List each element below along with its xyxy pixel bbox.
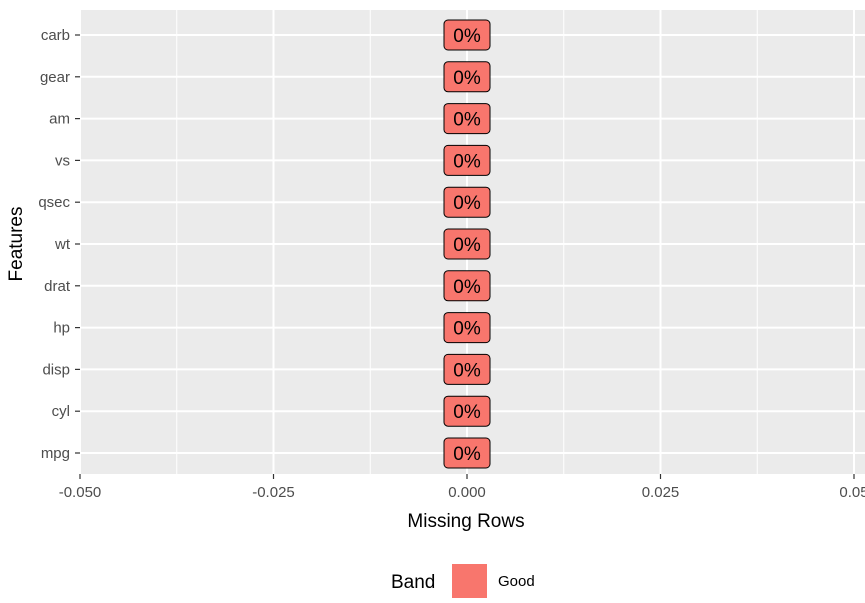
x-axis-title: Missing Rows — [407, 511, 524, 532]
data-label-box — [443, 395, 491, 427]
data-label-text: 0% — [453, 277, 481, 298]
y-tick-label: disp — [42, 361, 70, 378]
data-label-box — [443, 312, 491, 344]
legend-key-good — [452, 564, 487, 598]
data-label-text: 0% — [453, 444, 481, 465]
y-tick-label: wt — [54, 236, 71, 253]
data-label-text: 0% — [453, 151, 481, 172]
x-tick-label: -0.050 — [59, 484, 102, 501]
y-tick-label: drat — [44, 278, 71, 295]
data-label-text: 0% — [453, 68, 481, 89]
y-tick-label: mpg — [41, 445, 70, 462]
data-label: 0% — [443, 61, 491, 93]
data-label: 0% — [443, 437, 491, 469]
y-tick-label: cyl — [52, 403, 70, 420]
y-tick-label: qsec — [38, 194, 70, 211]
data-label-box — [443, 437, 491, 469]
y-tick-label: vs — [55, 152, 70, 169]
data-label-text: 0% — [453, 26, 481, 47]
data-label-box — [443, 61, 491, 93]
data-label-text: 0% — [453, 402, 481, 423]
x-tick-label: 0.05 — [839, 484, 865, 501]
y-tick-label: carb — [41, 27, 70, 44]
data-label-text: 0% — [453, 193, 481, 214]
data-label-box — [443, 270, 491, 302]
y-tick-label: gear — [40, 69, 70, 86]
x-tick-label: 0.000 — [448, 484, 486, 501]
data-label-text: 0% — [453, 360, 481, 381]
x-axis: -0.050 -0.025 0.000 0.025 0.05 — [59, 474, 865, 501]
data-label-box — [443, 186, 491, 218]
legend-title: Band — [391, 572, 435, 593]
data-label: 0% — [443, 186, 491, 218]
bar-marks: 0% 0% 0% 0% 0% 0% 0% 0% 0% 0% 0% — [443, 19, 491, 469]
data-label: 0% — [443, 144, 491, 176]
data-label-text: 0% — [453, 235, 481, 256]
data-label-box — [443, 353, 491, 385]
data-label: 0% — [443, 228, 491, 260]
data-label: 0% — [443, 270, 491, 302]
data-label: 0% — [443, 103, 491, 135]
data-label-box — [443, 103, 491, 135]
data-label: 0% — [443, 19, 491, 51]
x-tick-label: 0.025 — [642, 484, 680, 501]
legend: Band Good — [391, 564, 535, 598]
y-tick-label: am — [49, 111, 70, 128]
data-label-text: 0% — [453, 319, 481, 340]
data-label: 0% — [443, 395, 491, 427]
data-label-box — [443, 144, 491, 176]
legend-label-good: Good — [498, 573, 535, 590]
data-label-box — [443, 19, 491, 51]
data-label-text: 0% — [453, 110, 481, 131]
x-tick-label: -0.025 — [252, 484, 295, 501]
y-axis-title: Features — [6, 207, 27, 282]
data-label: 0% — [443, 353, 491, 385]
data-label: 0% — [443, 312, 491, 344]
y-tick-label: hp — [53, 320, 70, 337]
data-label-box — [443, 228, 491, 260]
y-axis: mpg cyl disp hp drat wt qsec vs am gear carb — [38, 27, 80, 462]
